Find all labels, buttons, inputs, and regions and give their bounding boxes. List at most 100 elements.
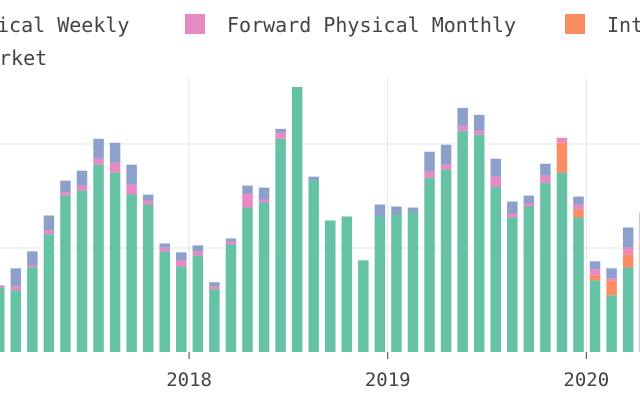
bar-segment-weekly [473,114,485,131]
bar-segment-monthly [0,285,5,288]
bar-segment-spot [242,207,253,352]
legend-label: Forward Physical Monthly [227,13,516,37]
bar-segment-spot [473,134,485,352]
bar-segment-spot [176,266,187,352]
bar-segment-int [573,209,584,218]
x-tick-label: 2018 [166,369,212,391]
bar-segment-spot [142,204,154,352]
bar-segment-monthly [27,265,38,268]
bar-segment-weekly [391,206,402,215]
bar-segment-monthly [76,185,88,191]
bar-segment-monthly [142,200,154,205]
bar-segment-monthly [209,286,220,290]
bar-segment-weekly [159,243,170,248]
bar-segment-weekly [308,176,319,181]
x-axis-ticks: 2018201920202021 [166,352,609,391]
bar-segment-monthly [159,247,170,252]
bar-segment-spot [275,138,286,352]
bar-segment-monthly [573,204,584,210]
bar-segment-weekly [126,164,137,185]
bar-segment-spot [192,255,204,352]
bar-segment-monthly [523,203,535,207]
bar-segment-monthly [606,278,617,281]
legend-label: ical Weekly [0,13,129,37]
bar-segment-spot [0,287,5,352]
bar-segment-spot [27,267,38,352]
bar-segment-weekly [440,144,452,165]
legend-swatch [185,14,205,34]
bar-segment-spot [60,195,71,352]
bar-segment-spot [93,164,104,352]
legend-swatch [565,14,585,34]
bar-segment-spot [606,295,617,352]
bar-segment-weekly [176,252,187,261]
bar-segment-spot [589,280,601,352]
bar-segment-weekly [209,282,220,287]
bar-segment-spot [374,216,386,352]
bar-segment-spot [490,186,501,352]
bar-segment-monthly [93,158,104,165]
bar-segment-monthly [60,192,71,196]
bar-segment-monthly [10,286,22,291]
bar-segment-weekly [258,187,270,200]
bar-segment-weekly [242,185,253,194]
bar-segment-weekly [109,142,121,163]
bar-segment-weekly [27,251,38,266]
bar-segment-spot [622,267,634,352]
bar-segment-spot [126,194,137,352]
legend-label: rket [0,46,47,70]
bar-segment-weekly [93,138,104,159]
bar-segment-int [606,280,617,296]
bar-segment-spot [556,172,568,352]
bar-segment-monthly [43,230,55,235]
bar-segment-monthly [457,125,468,131]
bar-segment-spot [308,180,319,352]
bar-segment-weekly [43,215,55,231]
legend: ical Weekly Forward Physical Monthly Int rk… [0,13,640,70]
bar-segment-monthly [490,176,501,187]
bar-segment-weekly [374,204,386,217]
bar-segment-spot [76,190,88,352]
bar-segment-weekly [424,151,435,172]
bar-segment-monthly [109,162,121,173]
bar-segment-spot [391,214,402,352]
bar-segment-weekly [457,107,468,126]
bar-segment-monthly [258,199,270,203]
bar-segment-monthly [192,251,204,256]
bar-segment-weekly [606,268,617,279]
bar-segment-weekly [275,128,286,133]
bar-segment-spot [109,172,121,352]
bar-segment-weekly [142,194,154,201]
bar-segment-spot [43,234,55,352]
bar-segment-spot [341,216,353,352]
bar-segment-spot [358,260,369,352]
bar-segment-weekly [10,268,22,287]
bar-segment-monthly [556,137,568,143]
bar-segment-monthly [225,241,237,245]
bar-segment-monthly [589,269,601,276]
bar-segment-monthly [540,175,551,183]
bar-segment-spot [424,177,435,352]
bar-segment-spot [507,217,518,352]
bar-segment-spot [225,244,237,352]
bar-segment-spot [573,217,584,352]
bar-segment-int [622,254,634,268]
bar-segment-weekly [407,207,419,212]
bar-segment-monthly [275,132,286,139]
bar-segment-weekly [507,201,518,214]
bar-segment-weekly [622,227,634,248]
x-tick-label: 2019 [365,369,411,391]
bar-segment-weekly [540,163,551,176]
bar-segment-monthly [440,164,452,170]
bar-segment-spot [325,220,336,352]
bar-segment-spot [407,211,419,352]
bar-segment-weekly [589,261,601,270]
bar-segment-monthly [507,213,518,218]
bar-segment-weekly [573,196,584,205]
bar-segment-spot [291,86,303,352]
x-tick-label: 2020 [563,369,609,391]
bar-segment-monthly [242,193,253,208]
bars [0,86,640,352]
bar-segment-spot [540,182,551,352]
bar-segment-int [589,275,601,281]
